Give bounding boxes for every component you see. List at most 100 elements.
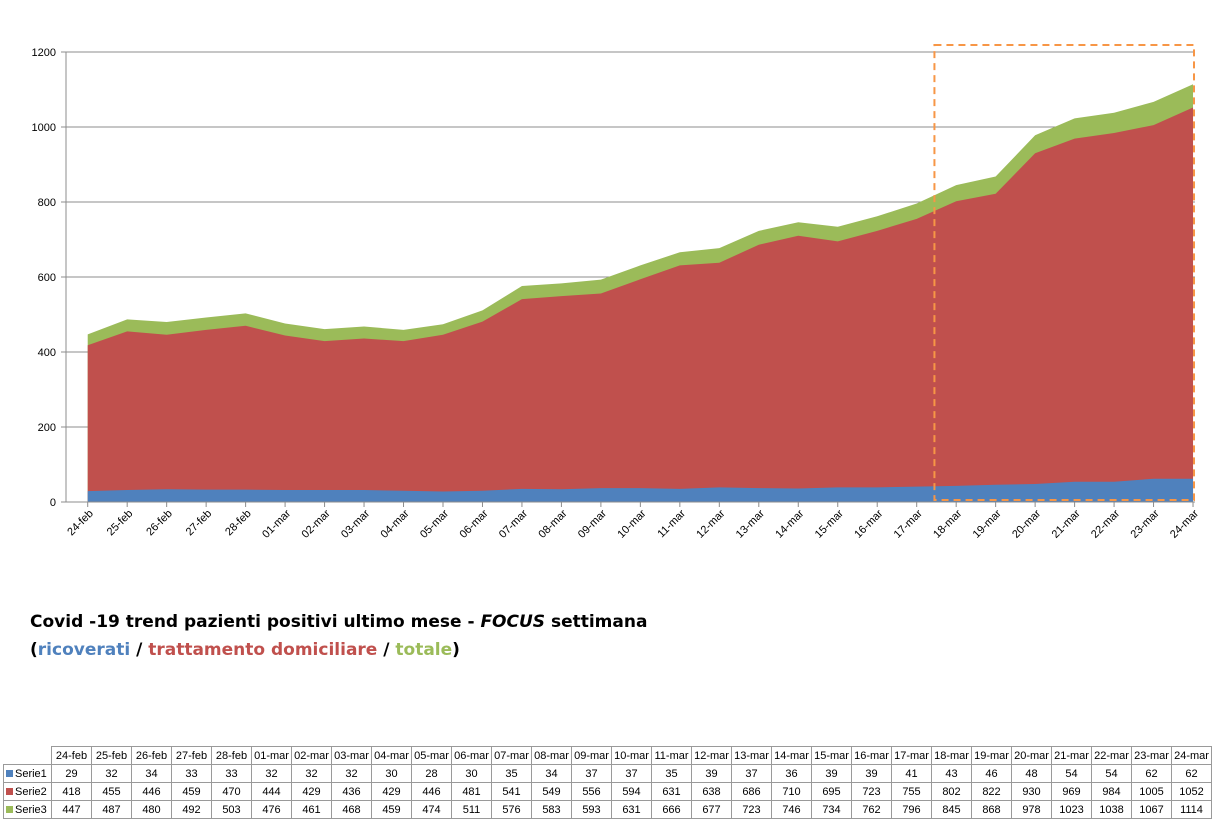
table-column-header: 01-mar (251, 746, 292, 765)
table-cell: 34 (531, 764, 572, 783)
table-cell: 418 (51, 782, 92, 801)
table-row-header: Serie2 (3, 782, 52, 801)
table-cell: 969 (1051, 782, 1092, 801)
table-cell: 845 (931, 800, 972, 819)
x-tick-label: 23-mar (1129, 507, 1162, 540)
table-row: Serie2 418 455 446 459 470 444 429 436 429 446 481 5… (3, 782, 1212, 801)
table-column-header: 06-mar (451, 746, 492, 765)
x-tick-label: 24-feb (65, 508, 96, 539)
x-tick-label: 27-feb (184, 508, 215, 539)
x-tick-label: 19-mar (971, 507, 1004, 540)
chart-areas (87, 84, 1194, 502)
table-cell: 35 (491, 764, 532, 783)
table-cell: 487 (91, 800, 132, 819)
table-column-header: 13-mar (731, 746, 772, 765)
table-cell: 33 (171, 764, 212, 783)
table-cell: 54 (1091, 764, 1132, 783)
data-table: 24-feb 25-feb 26-feb 27-feb 28-feb 01-mar 02-m… (3, 746, 1212, 819)
table-column-header: 26-feb (131, 746, 172, 765)
table-column-header: 05-mar (411, 746, 452, 765)
table-cell: 631 (651, 782, 692, 801)
table-row-header: Serie1 (3, 764, 52, 783)
caption-paren-open: ( (30, 640, 38, 660)
table-cell: 43 (931, 764, 972, 783)
table-cell: 30 (451, 764, 492, 783)
table-cell: 446 (131, 782, 172, 801)
table-cell: 978 (1011, 800, 1052, 819)
table-cell: 32 (251, 764, 292, 783)
table-cell: 723 (851, 782, 892, 801)
table-row: Serie1 29 32 34 33 33 32 32 32 30 28 30 35 34 37 37 35 39… (3, 764, 1212, 783)
caption-focus: FOCUS (480, 612, 546, 632)
caption-trattamento: trattamento domiciliare (148, 640, 378, 660)
table-cell: 470 (211, 782, 252, 801)
table-column-header: 20-mar (1011, 746, 1052, 765)
table-cell: 1114 (1171, 800, 1212, 819)
table-cell: 459 (171, 782, 212, 801)
table-cell: 594 (611, 782, 652, 801)
table-cell: 446 (411, 782, 452, 801)
table-column-header: 11-mar (651, 746, 692, 765)
x-tick-label: 01-mar (260, 507, 293, 540)
table-cell: 37 (571, 764, 612, 783)
table-column-header: 24-mar (1171, 746, 1212, 765)
y-tick-label: 200 (38, 422, 56, 434)
y-tick-label: 400 (38, 347, 56, 359)
table-corner (4, 747, 52, 765)
table-cell: 30 (371, 764, 412, 783)
x-tick-label: 10-mar (615, 507, 648, 540)
table-cell: 1023 (1051, 800, 1092, 819)
table-column-header: 03-mar (331, 746, 372, 765)
table-cell: 984 (1091, 782, 1132, 801)
table-column-header: 19-mar (971, 746, 1012, 765)
caption-suffix: settimana (545, 612, 648, 632)
table-cell: 62 (1171, 764, 1212, 783)
table-cell: 492 (171, 800, 212, 819)
series-name: Serie1 (15, 767, 47, 780)
table-cell: 459 (371, 800, 412, 819)
table-column-header: 23-mar (1131, 746, 1172, 765)
table-column-header: 07-mar (491, 746, 532, 765)
x-tick-label: 04-mar (379, 507, 412, 540)
table-row: Serie3 447 487 480 492 503 476 461 468 459 474 511 5… (3, 800, 1212, 819)
table-cell: 695 (811, 782, 852, 801)
x-tick-label: 28-feb (223, 508, 254, 539)
table-cell: 481 (451, 782, 492, 801)
table-cell: 32 (331, 764, 372, 783)
table-column-header: 14-mar (771, 746, 812, 765)
x-tick-label: 08-mar (536, 507, 569, 540)
table-cell: 723 (731, 800, 772, 819)
series-name: Serie2 (15, 785, 47, 798)
legend-swatch (6, 806, 13, 814)
table-column-header: 04-mar (371, 746, 412, 765)
x-tick-label: 14-mar (773, 507, 806, 540)
caption-line-2: (ricoverati / trattamento domiciliare / … (30, 636, 647, 664)
area-chart: 0 200 400 600 800 1000 1200 24-feb 25-feb 26-feb… (32, 44, 1201, 541)
table-cell: 686 (731, 782, 772, 801)
focus-week-highlight (933, 44, 1195, 501)
table-cell: 468 (331, 800, 372, 819)
table-cell: 436 (331, 782, 372, 801)
table-cell: 755 (891, 782, 932, 801)
table-column-header: 10-mar (611, 746, 652, 765)
legend-swatch (6, 788, 13, 796)
table-cell: 476 (251, 800, 292, 819)
table-cell: 1038 (1091, 800, 1132, 819)
x-axis-ticks: 24-feb 25-feb 26-feb 27-feb 28-feb 01-mar 02-m… (65, 502, 1201, 541)
table-cell: 746 (771, 800, 812, 819)
table-cell: 480 (131, 800, 172, 819)
table-cell: 32 (91, 764, 132, 783)
table-cell: 710 (771, 782, 812, 801)
table-cell: 34 (131, 764, 172, 783)
y-tick-label: 800 (38, 197, 56, 209)
table-column-header: 15-mar (811, 746, 852, 765)
x-tick-label: 22-mar (1089, 507, 1122, 540)
table-cell: 36 (771, 764, 812, 783)
y-tick-label: 0 (50, 497, 56, 509)
caption-line-1: Covid -19 trend pazienti positivi ultimo… (30, 608, 647, 636)
x-tick-label: 07-mar (497, 507, 530, 540)
table-column-header: 27-feb (171, 746, 212, 765)
table-cell: 511 (451, 800, 492, 819)
table-column-header: 25-feb (91, 746, 132, 765)
x-tick-label: 24-mar (1168, 507, 1201, 540)
